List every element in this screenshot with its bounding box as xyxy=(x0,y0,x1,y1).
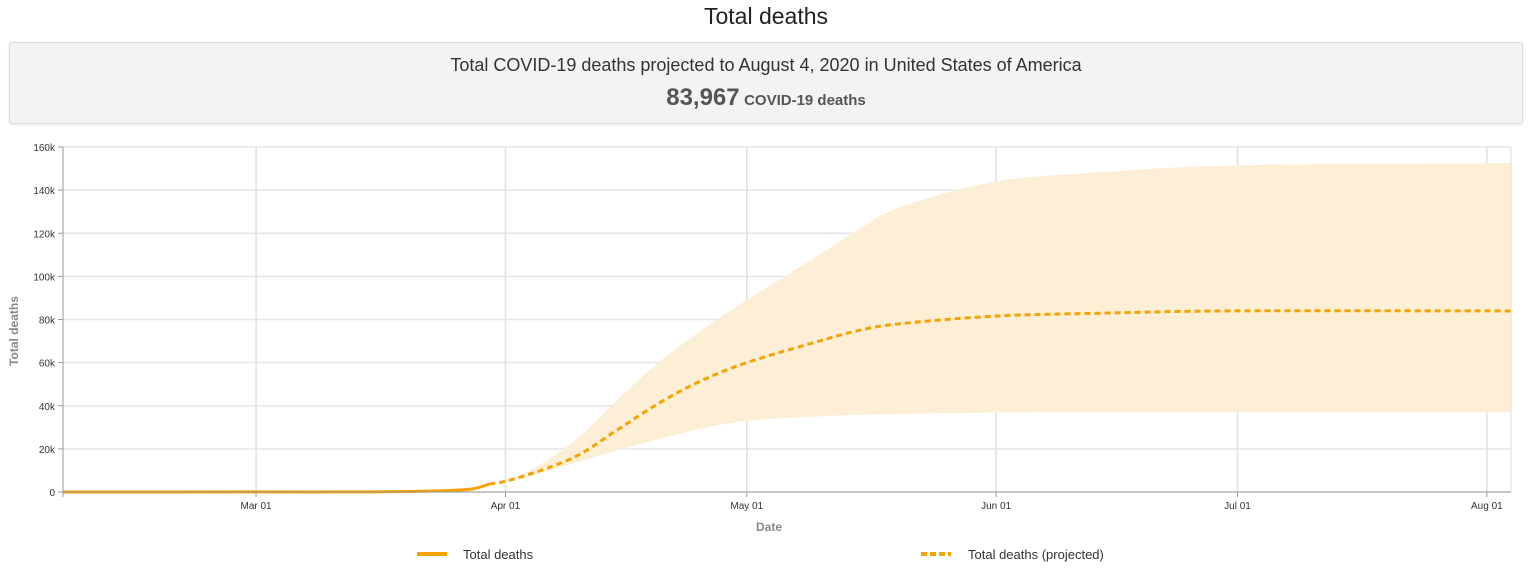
y-tick-label: 20k xyxy=(39,445,56,456)
death-count-unit: COVID-19 deaths xyxy=(744,92,866,109)
x-tick-label: Aug 01 xyxy=(1471,501,1503,512)
x-tick-label: May 01 xyxy=(730,501,763,512)
total-deaths-projected-line xyxy=(489,309,1512,486)
x-tick-label: Jul 01 xyxy=(1224,501,1251,512)
death-count: 83,967 xyxy=(666,84,740,111)
y-tick-label: 40k xyxy=(39,402,56,413)
y-tick-label: 140k xyxy=(33,186,56,197)
legend-item-total-deaths-projected[interactable]: Total deaths (projected) xyxy=(921,547,1104,562)
legend-label: Total deaths xyxy=(463,547,534,562)
x-tick-label: Mar 01 xyxy=(241,501,273,512)
y-tick-label: 120k xyxy=(33,229,56,240)
summary-line: Total COVID-19 deaths projected to Augus… xyxy=(450,55,1082,75)
y-tick-label: 100k xyxy=(33,272,56,283)
y-axis-label: Total deaths xyxy=(7,296,21,366)
page-title: Total deaths xyxy=(703,3,829,29)
x-axis-label: Date xyxy=(756,520,782,534)
y-tick-label: 60k xyxy=(39,359,56,370)
y-tick-label: 160k xyxy=(33,143,56,154)
legend-item-total-deaths[interactable]: Total deaths xyxy=(417,547,534,562)
x-tick-label: Apr 01 xyxy=(491,501,521,512)
total-deaths-line xyxy=(62,482,490,494)
summary-count: 83,967 COVID-19 deaths xyxy=(10,84,1522,112)
projection-summary-card: Total COVID-19 deaths projected to Augus… xyxy=(9,42,1523,124)
y-tick-label: 0 xyxy=(49,488,55,499)
projection-uncertainty-band xyxy=(489,163,1511,485)
x-tick-label: Jun 01 xyxy=(981,501,1011,512)
y-tick-label: 80k xyxy=(39,316,56,327)
legend-label: Total deaths (projected) xyxy=(968,547,1104,562)
